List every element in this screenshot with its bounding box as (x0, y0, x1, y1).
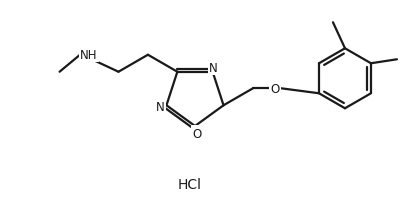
Text: N: N (209, 62, 218, 75)
Text: N: N (156, 100, 165, 113)
Text: O: O (192, 127, 202, 140)
Text: HCl: HCl (178, 177, 202, 191)
Text: NH: NH (80, 49, 98, 62)
Text: O: O (270, 82, 279, 95)
